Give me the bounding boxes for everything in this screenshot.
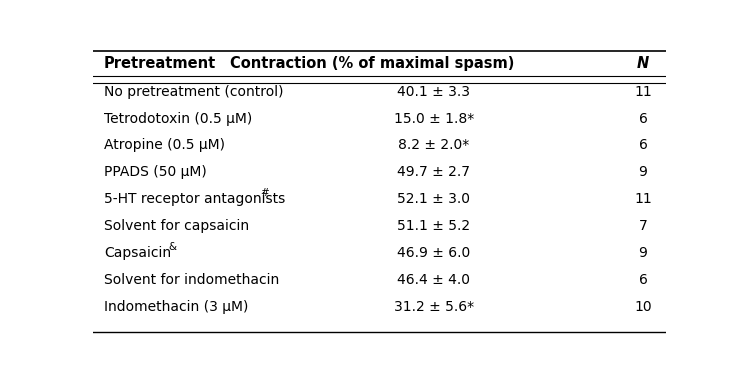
Text: PPADS (50 μM): PPADS (50 μM): [104, 165, 206, 179]
Text: 8.2 ± 2.0*: 8.2 ± 2.0*: [398, 138, 469, 153]
Text: No pretreatment (control): No pretreatment (control): [104, 85, 283, 99]
Text: N: N: [637, 56, 649, 71]
Text: 5-HT receptor antagonists: 5-HT receptor antagonists: [104, 192, 285, 206]
Text: 6: 6: [639, 138, 648, 153]
Text: Tetrodotoxin (0.5 μM): Tetrodotoxin (0.5 μM): [104, 112, 252, 126]
Text: 40.1 ± 3.3: 40.1 ± 3.3: [397, 85, 470, 99]
Text: Atropine (0.5 μM): Atropine (0.5 μM): [104, 138, 225, 153]
Text: #: #: [260, 188, 269, 198]
Text: 46.9 ± 6.0: 46.9 ± 6.0: [397, 246, 471, 260]
Text: Indomethacin (3 μM): Indomethacin (3 μM): [104, 300, 249, 314]
Text: Solvent for capsaicin: Solvent for capsaicin: [104, 219, 249, 233]
Text: 11: 11: [634, 192, 652, 206]
Text: &: &: [169, 242, 177, 252]
Text: 11: 11: [634, 85, 652, 99]
Text: 51.1 ± 5.2: 51.1 ± 5.2: [397, 219, 471, 233]
Text: Contraction (% of maximal spasm): Contraction (% of maximal spasm): [230, 56, 514, 71]
Text: 10: 10: [634, 300, 652, 314]
Text: 6: 6: [639, 112, 648, 126]
Text: 15.0 ± 1.8*: 15.0 ± 1.8*: [394, 112, 474, 126]
Text: 9: 9: [639, 165, 648, 179]
Text: 9: 9: [639, 246, 648, 260]
Text: Pretreatment: Pretreatment: [104, 56, 216, 71]
Text: 6: 6: [639, 273, 648, 287]
Text: 49.7 ± 2.7: 49.7 ± 2.7: [397, 165, 470, 179]
Text: 7: 7: [639, 219, 648, 233]
Text: Capsaicin: Capsaicin: [104, 246, 171, 260]
Text: Solvent for indomethacin: Solvent for indomethacin: [104, 273, 279, 287]
Text: 52.1 ± 3.0: 52.1 ± 3.0: [397, 192, 470, 206]
Text: 46.4 ± 4.0: 46.4 ± 4.0: [397, 273, 470, 287]
Text: 31.2 ± 5.6*: 31.2 ± 5.6*: [394, 300, 474, 314]
